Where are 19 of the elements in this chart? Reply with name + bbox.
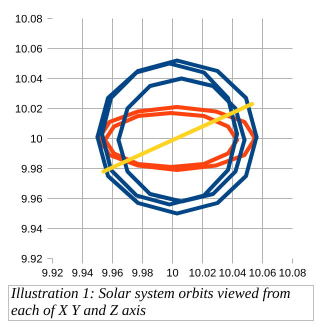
x-tick-label: 10.02 xyxy=(188,268,216,280)
y-tick-label: 9.98 xyxy=(21,164,43,176)
x-tick-label: 9.96 xyxy=(102,268,124,280)
y-tick-label: 10.04 xyxy=(14,74,43,86)
y-tick-label: 10 xyxy=(30,134,43,146)
y-tick-label: 9.96 xyxy=(21,194,43,206)
y-tick-label: 10.02 xyxy=(14,104,43,116)
y-tick-label: 10.06 xyxy=(14,44,43,56)
x-tick-label: 9.92 xyxy=(42,268,64,280)
text: Illustration 1: Solar system orbits viewed from each of X Y and Z axis xyxy=(11,286,311,320)
x-tick-label: 10.08 xyxy=(278,268,306,280)
y-tick-label: 9.92 xyxy=(21,254,43,266)
x-tick-label: 9.94 xyxy=(72,268,94,280)
y-tick-label: 9.94 xyxy=(21,224,43,236)
x-tick-label: 10 xyxy=(166,268,179,280)
x-tick-label: 9.98 xyxy=(132,268,154,280)
x-tick-label: 10.06 xyxy=(248,268,276,280)
y-tick-label: 10.08 xyxy=(14,14,43,26)
x-tick-label: 10.04 xyxy=(218,268,246,280)
